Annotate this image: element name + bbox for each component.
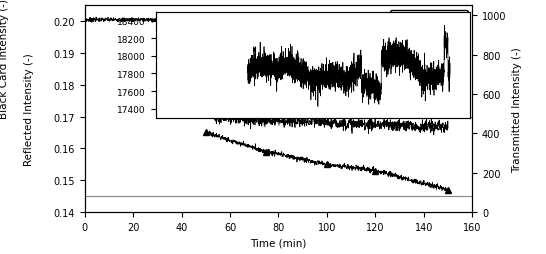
Y-axis label: Reflected Intensity (-): Reflected Intensity (-) [24,53,34,165]
Text: Black Card Intensity (-): Black Card Intensity (-) [0,0,9,118]
X-axis label: Time (min): Time (min) [250,237,307,247]
Legend: Transmission, Reflection: Transmission, Reflection [390,11,468,39]
Y-axis label: Transmitted Intensity (-): Transmitted Intensity (-) [512,46,522,172]
